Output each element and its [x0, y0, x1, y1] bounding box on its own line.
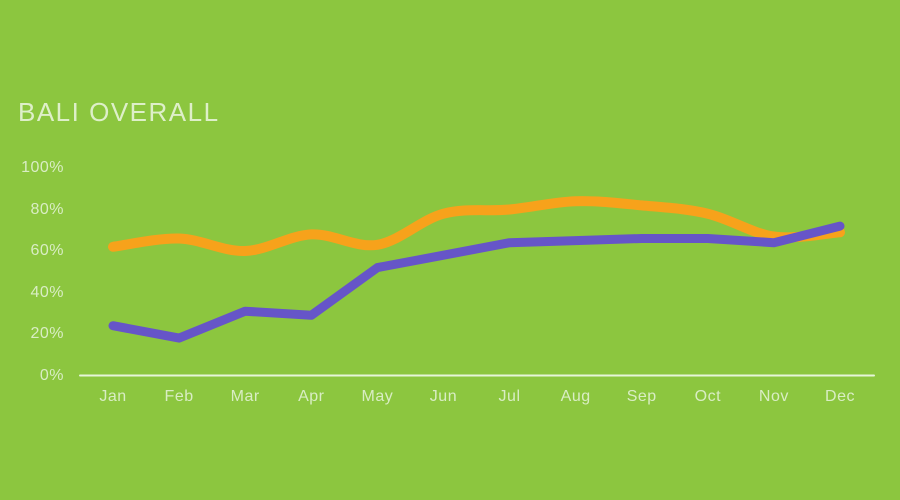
y-axis-tick-label: 0%: [39, 366, 64, 384]
x-axis-month-label: Apr: [298, 388, 325, 405]
x-axis-month-label: Sep: [626, 388, 657, 405]
x-axis-month-label: Mar: [230, 388, 260, 405]
x-axis-month-label: Jul: [498, 388, 521, 405]
x-axis-month-label: Nov: [758, 388, 789, 405]
orange-line: [108, 196, 845, 256]
x-axis-month-label: Feb: [164, 388, 194, 405]
x-axis-month-label: Aug: [560, 388, 591, 405]
purple-line: [108, 221, 845, 343]
x-axis-month-label: Jun: [429, 388, 458, 405]
chart-title: BALI OVERALL: [18, 97, 220, 127]
x-axis-month-label: May: [361, 388, 394, 405]
y-axis-tick-label: 40%: [30, 283, 64, 301]
x-axis-month-label: Oct: [694, 388, 722, 405]
y-axis-tick-label: 100%: [21, 159, 64, 176]
x-axis-month-label: Dec: [825, 388, 855, 405]
y-axis-tick-label: 80%: [30, 200, 64, 218]
y-axis-tick-label: 60%: [30, 242, 64, 259]
y-axis-tick-label: 20%: [30, 325, 64, 342]
x-axis-month-label: Jan: [99, 388, 127, 405]
